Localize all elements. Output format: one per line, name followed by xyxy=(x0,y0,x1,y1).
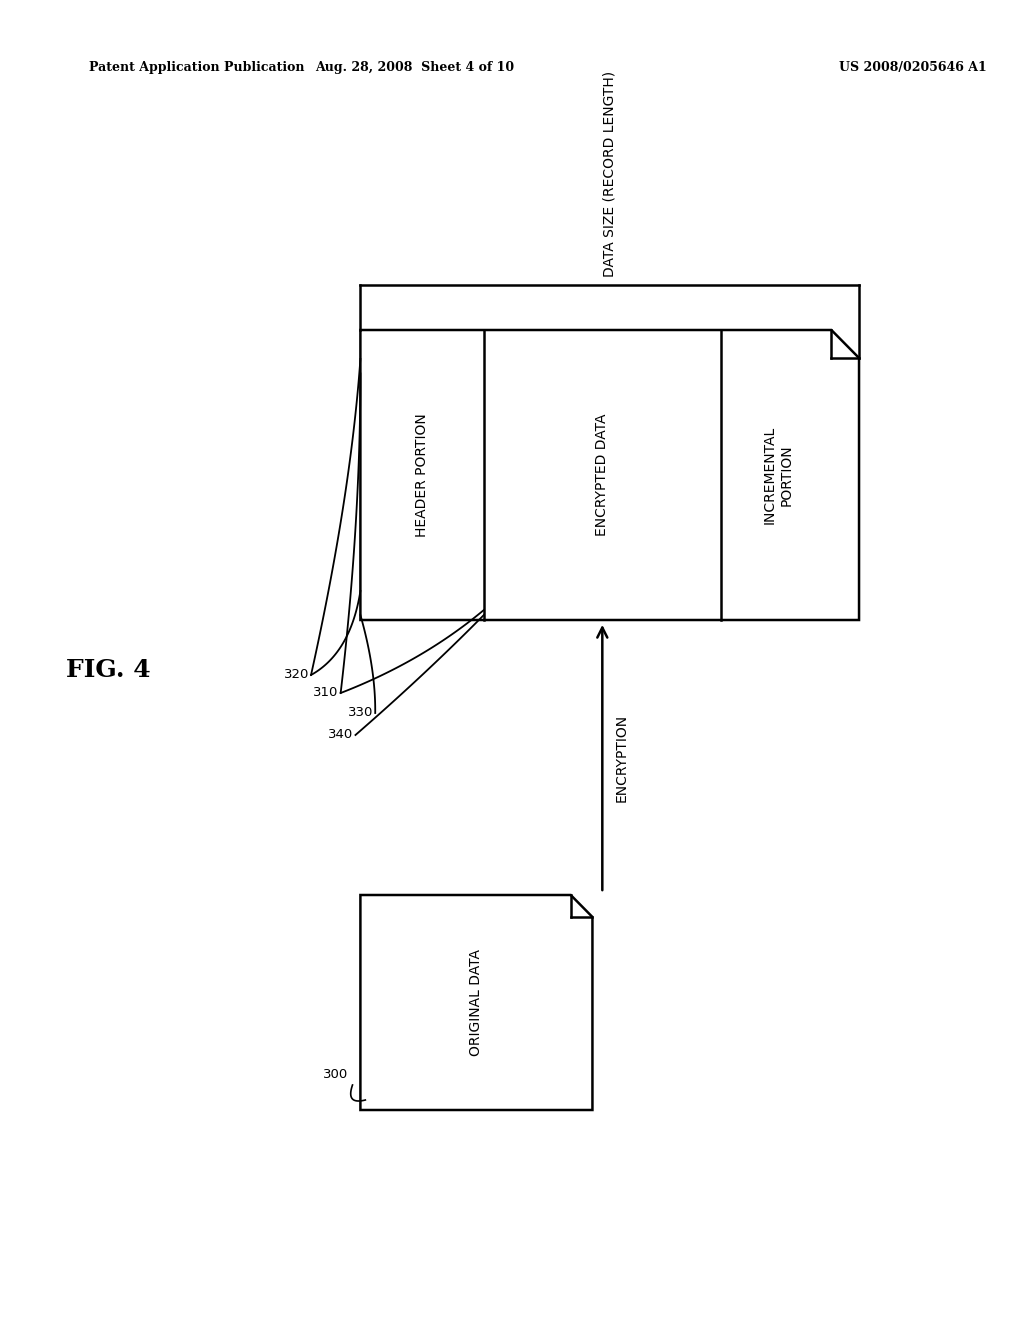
Polygon shape xyxy=(360,330,859,620)
Text: Patent Application Publication: Patent Application Publication xyxy=(89,62,304,74)
Text: INCREMENTAL
PORTION: INCREMENTAL PORTION xyxy=(763,426,794,524)
Text: DATA SIZE (RECORD LENGTH): DATA SIZE (RECORD LENGTH) xyxy=(603,71,616,277)
Text: Aug. 28, 2008  Sheet 4 of 10: Aug. 28, 2008 Sheet 4 of 10 xyxy=(315,62,514,74)
Text: HEADER PORTION: HEADER PORTION xyxy=(415,413,429,537)
Text: 330: 330 xyxy=(348,706,373,719)
Text: 300: 300 xyxy=(324,1068,348,1081)
Text: ENCRYPTION: ENCRYPTION xyxy=(614,713,628,801)
Text: ORIGINAL DATA: ORIGINAL DATA xyxy=(469,949,483,1056)
Text: US 2008/0205646 A1: US 2008/0205646 A1 xyxy=(840,62,987,74)
Text: 320: 320 xyxy=(284,668,309,681)
Text: 310: 310 xyxy=(313,686,339,700)
Polygon shape xyxy=(360,895,593,1110)
Text: 340: 340 xyxy=(328,729,353,742)
Text: ENCRYPTED DATA: ENCRYPTED DATA xyxy=(595,413,609,536)
Text: FIG. 4: FIG. 4 xyxy=(67,657,151,682)
